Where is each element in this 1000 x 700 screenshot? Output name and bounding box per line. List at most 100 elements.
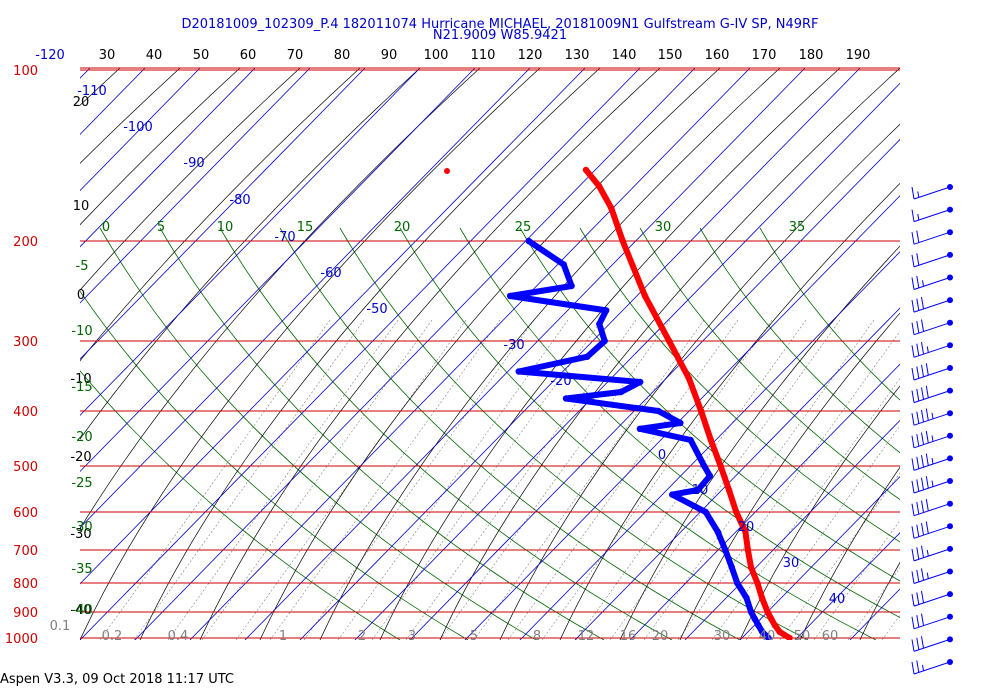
wind-barb-flag	[911, 503, 915, 516]
mixing-ratio-line	[575, 319, 807, 640]
dewpoint-point	[702, 508, 709, 516]
top-temperature-tick: 190	[846, 48, 871, 63]
moist-adiabat-line	[699, 227, 900, 454]
wind-barb-half-flag	[917, 213, 920, 221]
top-temperature-tick: 160	[705, 48, 730, 63]
dewpoint-point	[584, 353, 591, 360]
temperature-point	[764, 608, 771, 616]
top-temperature-tick: 70	[287, 48, 304, 63]
dewpoint-point	[747, 608, 755, 616]
dewpoint-point	[515, 368, 522, 375]
mixing-ratio-line	[541, 319, 773, 640]
isotherm-line	[80, 68, 531, 529]
moist-adiabat-label: 30	[655, 220, 672, 235]
wind-barb-flag	[911, 661, 915, 675]
wind-barb-staff	[913, 525, 951, 539]
dewpoint-point	[617, 388, 625, 396]
wind-barb-half-flag	[926, 346, 929, 353]
moist-adiabat-label: 25	[515, 220, 532, 235]
wind-barb-flag	[911, 209, 915, 222]
dewpoint-point	[687, 436, 694, 444]
moist-adiabat-line	[399, 227, 877, 640]
moist-adiabat-label: 15	[297, 220, 314, 235]
mixing-ratio-line	[99, 319, 331, 640]
isotherm-line	[80, 68, 256, 248]
isotherm-line	[574, 307, 900, 640]
wind-barb-flag	[911, 390, 915, 403]
mixing-ratio-label: 0.4	[168, 629, 189, 644]
dry-adiabat-label: -10	[70, 372, 91, 387]
wind-barb-staff	[913, 322, 951, 336]
pressure-tick-label: 600	[13, 506, 38, 521]
wind-barb-flag	[911, 413, 915, 426]
mixing-ratio-label: 16	[620, 629, 637, 644]
wind-barb-staff	[913, 344, 951, 358]
wind-barb-flag	[916, 479, 920, 492]
dewpoint-point	[596, 320, 603, 328]
mixing-ratio-line	[439, 319, 671, 640]
pressure-tick-label: 100	[13, 64, 38, 79]
mixing-ratio-label: 60	[822, 629, 839, 644]
temperature-point	[725, 486, 733, 494]
dewpoint-point	[755, 622, 762, 629]
wind-barb	[911, 453, 953, 471]
wind-barb	[911, 229, 953, 245]
isotherm-label: -80	[229, 193, 250, 208]
dewpoint-point	[759, 628, 766, 635]
isotherm-label: -70	[274, 230, 295, 245]
wind-barb-flag	[911, 571, 915, 584]
moist-adiabat-label: -40	[71, 603, 92, 618]
wind-barb-flag	[911, 639, 915, 652]
isotherm-label: -60	[320, 266, 341, 281]
isotherm-line	[80, 68, 311, 304]
wind-barb-staff	[913, 277, 951, 290]
dry-adiabat-label: -30	[70, 527, 91, 542]
top-temperature-tick: 110	[471, 48, 496, 63]
wind-barb-flag	[925, 430, 929, 444]
dry-adiabat-line	[679, 312, 900, 640]
wind-barb-staff	[913, 457, 951, 471]
wind-barb-flag	[916, 660, 920, 673]
wind-barb-flag	[911, 345, 915, 358]
dewpoint-point	[765, 634, 772, 640]
temperature-point	[742, 528, 749, 535]
wind-barb-flag	[916, 456, 920, 469]
mixing-ratio-label: 5	[470, 629, 478, 644]
mixing-ratio-label: 40	[759, 629, 776, 644]
wind-barb	[911, 659, 953, 675]
mixing-ratio-line	[269, 319, 501, 640]
isotherm-label: -110	[77, 84, 107, 99]
isotherm-line	[905, 68, 1000, 640]
wind-barb	[911, 613, 953, 630]
temperature-point	[608, 204, 615, 212]
isotherm-line	[80, 68, 201, 192]
temperature-point	[444, 168, 450, 174]
dry-adiabat-line	[80, 68, 301, 291]
moist-adiabat-line	[279, 227, 741, 640]
top-temperature-tick: 30	[99, 48, 116, 63]
top-temperature-tick: -120	[35, 48, 65, 63]
dry-adiabat-line	[559, 182, 900, 640]
wind-barb-flag	[911, 594, 915, 607]
wind-barb-half-flag	[931, 412, 934, 419]
wind-barb-staff	[913, 638, 951, 652]
dry-adiabat-label: -40	[70, 603, 91, 618]
pressure-tick-label: 400	[13, 405, 38, 420]
temperature-point	[771, 622, 779, 629]
dewpoint-point	[560, 261, 567, 268]
moist-adiabats	[80, 227, 900, 640]
pressure-tick-label: 1000	[5, 632, 38, 647]
top-temperature-tick: 130	[565, 48, 590, 63]
wind-barb	[911, 385, 953, 404]
wind-barb-flag	[916, 343, 920, 356]
wind-barb	[911, 296, 953, 313]
wind-barb	[911, 498, 953, 517]
pressure-tick-label: 200	[13, 235, 38, 250]
dewpoint-point	[694, 486, 702, 494]
wind-barb-flag	[911, 277, 915, 290]
wind-barb-flag	[911, 616, 915, 629]
mixing-ratio-line	[813, 519, 900, 640]
pressure-tick-label: 300	[13, 335, 38, 350]
mixing-ratio-label: 2	[358, 629, 366, 644]
isotherm-label: 10	[692, 483, 709, 498]
